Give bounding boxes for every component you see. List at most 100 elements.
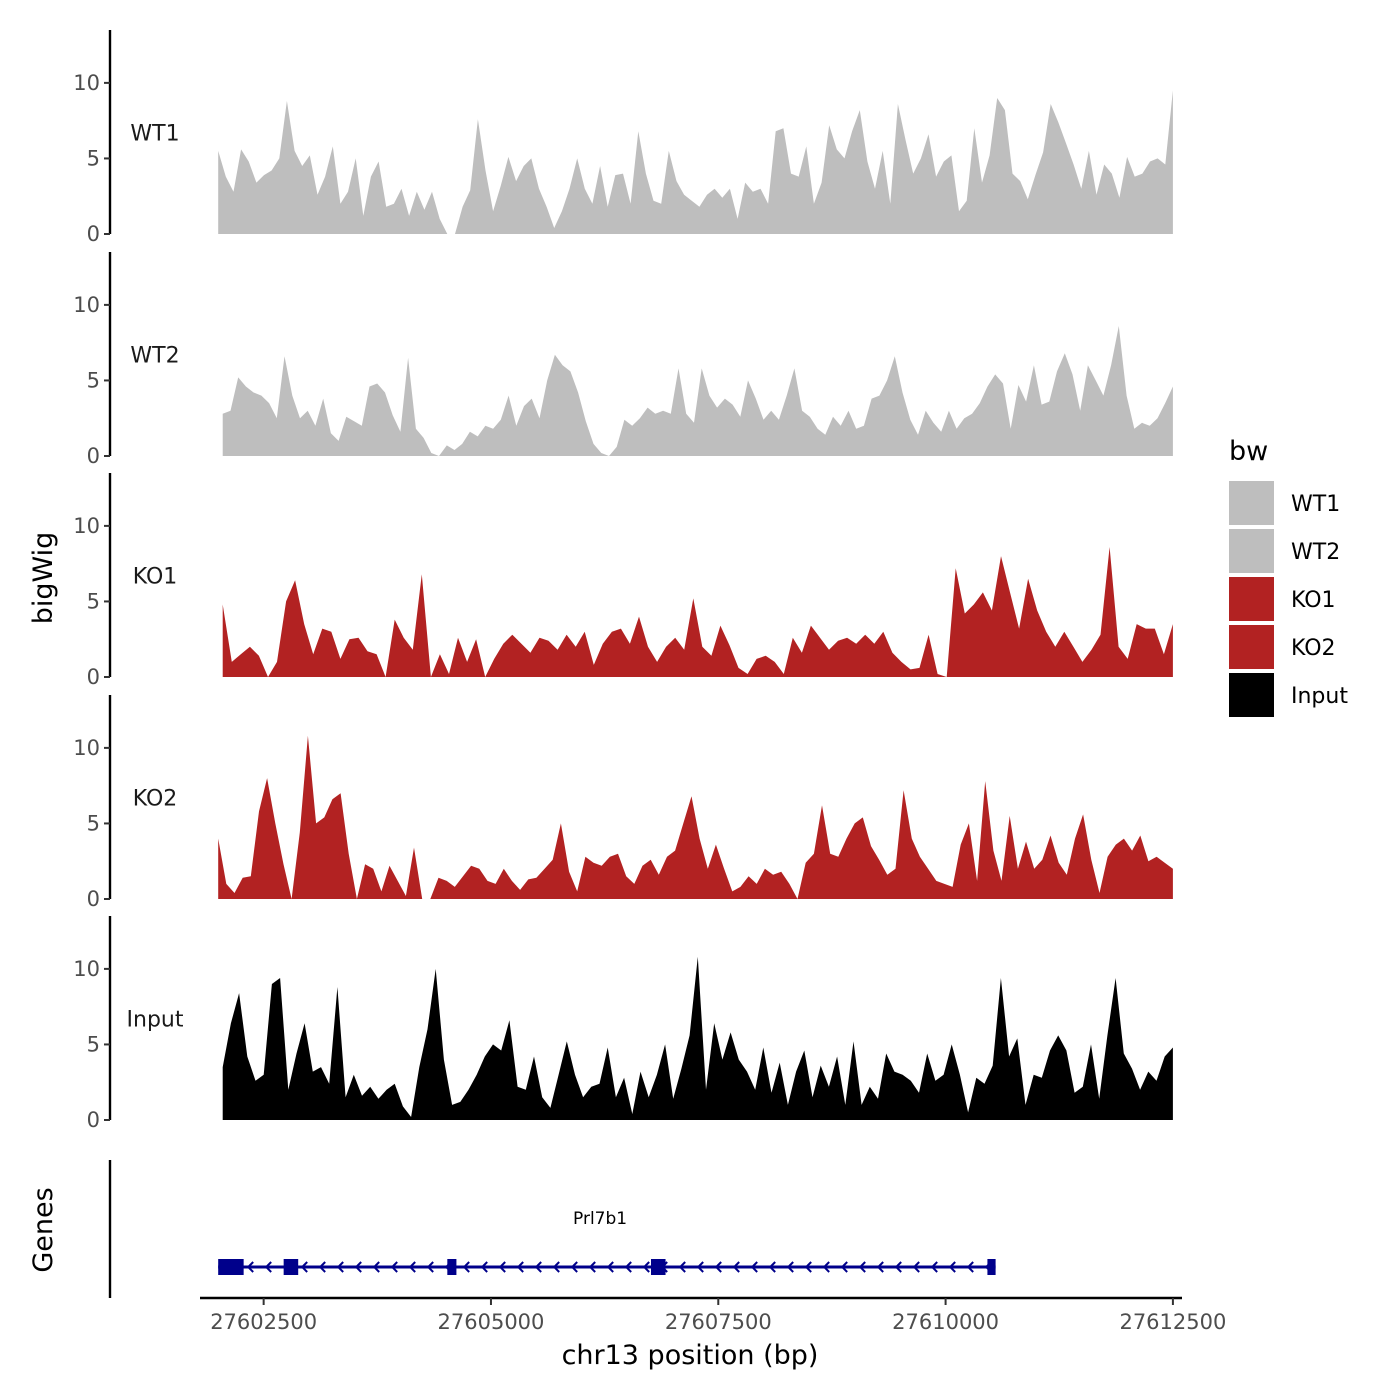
legend-entry-input: Input [1229, 673, 1348, 717]
legend: bw WT1 WT2 KO1 KO2 Input [1229, 436, 1348, 717]
legend-swatch [1229, 577, 1274, 621]
strand-arrow [696, 1261, 704, 1273]
strand-arrow [480, 1261, 488, 1273]
x-tick-label: 27612500 [1119, 1310, 1226, 1334]
legend-entry-ko2: KO2 [1229, 625, 1336, 669]
strand-arrow [714, 1261, 722, 1273]
y-tick-label: 5 [87, 589, 100, 613]
legend-label: WT2 [1291, 540, 1340, 565]
track-label-input: Input [127, 1007, 184, 1032]
track-area-wt2 [222, 326, 1173, 456]
legend-swatch [1229, 481, 1274, 525]
genes-axis-title: Genes [28, 1187, 59, 1272]
strand-arrow [300, 1261, 308, 1273]
strand-arrow [948, 1261, 956, 1273]
track-label-ko1: KO1 [133, 564, 178, 589]
tracks-layer: 0 5 10 WT1 0 5 10 WT2 0 5 10 KO1 0 5 10 KO2 0 5 10 Input [73, 30, 1173, 1132]
strand-arrow [768, 1261, 776, 1273]
legend-label: KO1 [1291, 588, 1336, 613]
exon [987, 1259, 996, 1275]
strand-arrow [570, 1261, 578, 1273]
strand-arrow [966, 1261, 974, 1273]
y-tick-label: 0 [87, 444, 100, 468]
track-ko1: 0 5 10 KO1 [73, 473, 1173, 689]
y-tick-label: 0 [87, 665, 100, 689]
strand-arrow [516, 1261, 524, 1273]
y-tick-label: 10 [73, 514, 100, 538]
strand-arrow [498, 1261, 506, 1273]
track-label-wt1: WT1 [130, 121, 179, 146]
track-wt1: 0 5 10 WT1 [73, 30, 1173, 246]
legend-swatch [1229, 529, 1274, 573]
exon [283, 1259, 299, 1275]
gene-label-prl7b1: Prl7b1 [573, 1209, 627, 1229]
legend-label: Input [1291, 684, 1348, 709]
strand-arrow [678, 1261, 686, 1273]
y-tick-label: 10 [73, 293, 100, 317]
gene-prl7b1: Prl7b1 [218, 1209, 996, 1275]
x-axis: 27602500 27605000 27607500 27610000 27612500 [200, 1296, 1226, 1334]
strand-arrow [912, 1261, 920, 1273]
y-tick-label: 5 [87, 368, 100, 392]
strand-arrow [930, 1261, 938, 1273]
x-tick-label: 27610000 [892, 1310, 999, 1334]
strand-arrow [336, 1261, 344, 1273]
x-tick-label: 27607500 [665, 1310, 772, 1334]
strand-arrow [462, 1261, 470, 1273]
y-tick-label: 0 [87, 1108, 100, 1132]
track-area-ko1 [222, 547, 1173, 677]
genes-panel: Prl7b1 [108, 1160, 996, 1298]
y-tick-label: 0 [87, 222, 100, 246]
x-axis-title: chr13 position (bp) [562, 1340, 819, 1371]
exon [650, 1259, 666, 1275]
y-tick-label: 10 [73, 736, 100, 760]
legend-swatch [1229, 625, 1274, 669]
strand-arrow [426, 1261, 434, 1273]
strand-arrow [750, 1261, 758, 1273]
strand-arrow [552, 1261, 560, 1273]
legend-title: bw [1229, 436, 1268, 467]
y-tick-label: 5 [87, 811, 100, 835]
strand-arrow [894, 1261, 902, 1273]
track-ko2: 0 5 10 KO2 [73, 695, 1173, 911]
track-label-wt2: WT2 [130, 343, 179, 368]
x-tick-label: 27602500 [210, 1310, 317, 1334]
strand-arrow [372, 1261, 380, 1273]
legend-swatch [1229, 673, 1274, 717]
strand-arrow [606, 1261, 614, 1273]
strand-arrow [390, 1261, 398, 1273]
strand-arrow [624, 1261, 632, 1273]
track-label-ko2: KO2 [133, 786, 178, 811]
y-tick-label: 5 [87, 1032, 100, 1056]
track-wt2: 0 5 10 WT2 [73, 252, 1173, 468]
y-tick-label: 0 [87, 887, 100, 911]
legend-label: WT1 [1291, 492, 1340, 517]
legend-entry-wt2: WT2 [1229, 529, 1340, 573]
strand-arrow [408, 1261, 416, 1273]
strand-arrow [354, 1261, 362, 1273]
y-tick-label: 5 [87, 146, 100, 170]
strand-arrow [264, 1261, 272, 1273]
y-tick-label: 10 [73, 957, 100, 981]
strand-arrow [858, 1261, 866, 1273]
strand-arrow [876, 1261, 884, 1273]
track-area-wt1 [218, 90, 1173, 235]
track-area-ko2 [218, 735, 1173, 899]
legend-entry-ko1: KO1 [1229, 577, 1336, 621]
strand-arrow [588, 1261, 596, 1273]
exon [218, 1259, 244, 1275]
strand-arrow [732, 1261, 740, 1273]
y-tick-label: 10 [73, 71, 100, 95]
exon [447, 1259, 457, 1275]
strand-arrow [804, 1261, 812, 1273]
strand-arrow [534, 1261, 542, 1273]
strand-arrow [318, 1261, 326, 1273]
legend-label: KO2 [1291, 636, 1336, 661]
strand-arrow [246, 1261, 254, 1273]
track-input: 0 5 10 Input [73, 916, 1173, 1132]
track-area-input [222, 956, 1173, 1120]
x-tick-label: 27605000 [438, 1310, 545, 1334]
legend-entry-wt1: WT1 [1229, 481, 1340, 525]
